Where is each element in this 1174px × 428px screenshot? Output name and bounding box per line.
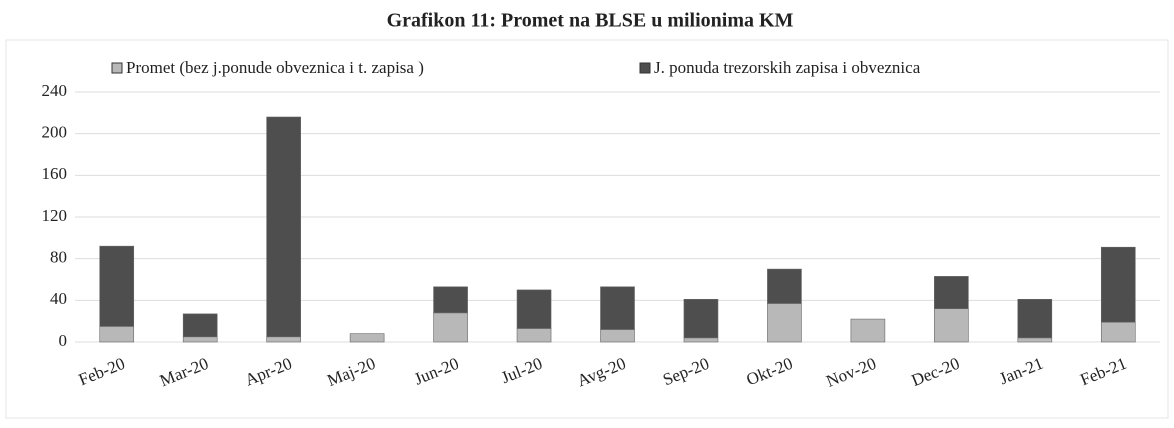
bar-segment	[349, 333, 385, 343]
chart-title: Grafikon 11: Promet na BLSE u milionima …	[387, 10, 794, 32]
bar-segment	[600, 286, 635, 330]
bar-segment	[934, 308, 969, 343]
bar-segment	[182, 336, 218, 343]
x-tick-label: Jan-21	[997, 354, 1046, 389]
bar-segment	[516, 289, 552, 329]
y-tick-label: 0	[59, 331, 68, 350]
chart-border	[5, 39, 1169, 419]
bar-segment	[934, 276, 969, 309]
legend-label: J. ponuda trezorskih zapisa i obveznica	[654, 58, 921, 77]
x-tick-label: Mar-20	[157, 354, 211, 391]
legend-label: Promet (bez j.ponude obveznica i t. zapi…	[126, 58, 424, 77]
bar-segment	[99, 326, 135, 343]
legend-swatch	[111, 62, 123, 74]
bar-segment	[266, 336, 301, 343]
bar-segment	[850, 318, 886, 343]
x-tick-label: Apr-20	[242, 354, 294, 390]
x-tick-label: Sep-20	[660, 354, 712, 390]
y-tick-label: 120	[42, 206, 68, 225]
x-tick-label: Maj-20	[325, 354, 379, 390]
bar-segment	[99, 245, 135, 327]
bar-segment	[1017, 298, 1053, 339]
y-tick-label: 240	[42, 81, 68, 100]
bar-segment	[767, 303, 802, 343]
y-tick-label: 80	[50, 248, 67, 267]
bar-segment	[516, 328, 552, 343]
bar-segment	[683, 337, 719, 343]
x-tick-label: Avg-20	[574, 354, 628, 391]
x-tick-label: Feb-21	[1077, 354, 1129, 390]
x-tick-label: Jul-20	[498, 354, 545, 388]
bar-segment	[600, 329, 635, 343]
y-tick-label: 200	[42, 123, 68, 142]
bar-segment	[433, 286, 468, 314]
bar-segment	[182, 313, 218, 338]
bar-segment	[767, 268, 802, 304]
y-tick-label: 160	[42, 164, 68, 183]
bar-segment	[1100, 321, 1136, 343]
x-tick-label: Dec-20	[909, 354, 963, 390]
bar-segment	[1017, 337, 1053, 343]
bar-segment	[433, 312, 468, 343]
bar-segment	[266, 116, 301, 338]
bar-segment	[1100, 246, 1136, 323]
x-tick-label: Feb-20	[76, 354, 128, 390]
x-tick-label: Okt-20	[744, 354, 796, 390]
y-tick-label: 40	[50, 289, 67, 308]
x-tick-label: Jun-20	[412, 354, 462, 389]
legend-swatch	[639, 62, 651, 74]
x-tick-label: Nov-20	[824, 354, 879, 391]
bar-segment	[683, 298, 719, 339]
